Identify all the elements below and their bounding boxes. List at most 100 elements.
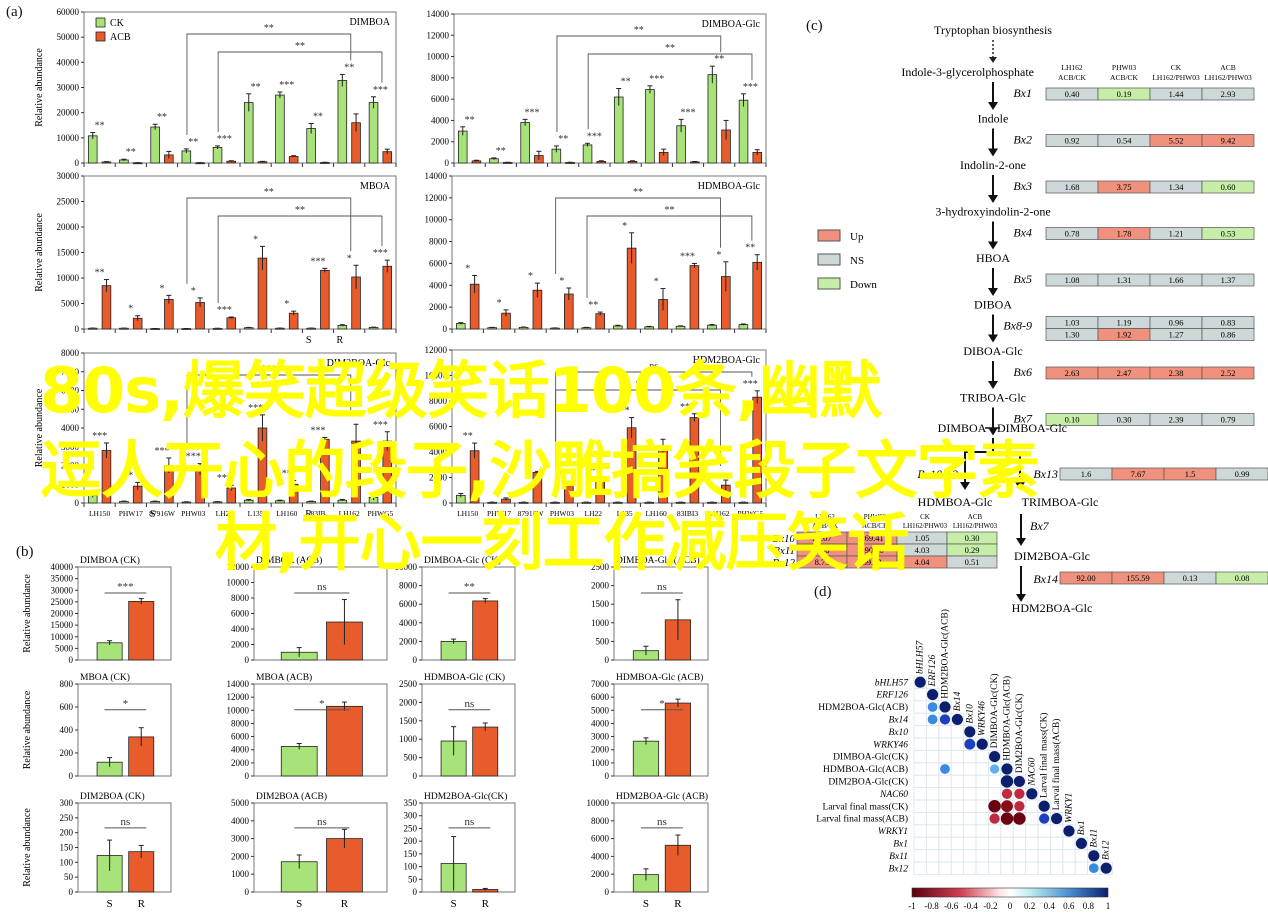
column-label: Bx1 xyxy=(1077,820,1087,835)
y-tick-label: 500 xyxy=(596,636,610,646)
expression-value: 155.59 xyxy=(1126,573,1149,583)
row-label: NAC60 xyxy=(879,790,908,800)
chart-title: HDM2BOA-Glc xyxy=(693,355,761,366)
y-tick-label: 6000 xyxy=(61,386,80,396)
y-tick-label: 15000 xyxy=(51,620,74,630)
diagonal-dot xyxy=(976,738,988,750)
chart-title: DIM2BOA (CK) xyxy=(80,791,145,802)
matrix-cell xyxy=(938,774,952,789)
plot-frame xyxy=(421,802,516,893)
y-tick-label: 350 xyxy=(404,798,418,808)
significance-label: *** xyxy=(117,581,134,593)
significance-label: *** xyxy=(525,107,540,118)
expression-cell xyxy=(1201,180,1255,194)
row-label: Bx1 xyxy=(893,840,908,850)
chart-title: DIMBOA (CK) xyxy=(80,555,140,566)
y-tick-label: 2000 xyxy=(61,461,80,471)
chart-b-dim2boa-acb: 0 1000 2000 3000 4000 5000 DIM2BOA (ACB) ns S R xyxy=(231,791,388,910)
expression-value: 9.42 xyxy=(1221,136,1236,146)
column-label: Larval final mass(CK) xyxy=(1039,713,1050,798)
y-tick-label: 14000 xyxy=(427,9,450,19)
comparison-bracket xyxy=(555,371,753,468)
expression-value: 0.51 xyxy=(965,557,980,567)
matrix-cell xyxy=(963,836,977,851)
row-label: DIM2BOA-Glc(CK) xyxy=(828,777,908,788)
plot-frame xyxy=(421,683,516,777)
diagonal-dot xyxy=(989,751,1001,763)
expression-value: 0.08 xyxy=(1235,573,1250,583)
legend-label-ck: CK xyxy=(110,18,125,29)
correlation-dot xyxy=(1000,775,1014,788)
significance-label: *** xyxy=(217,473,232,484)
chart-title: MBOA (CK) xyxy=(80,672,130,683)
bracket-label: ns xyxy=(649,361,658,372)
y-tick-label: 3000 xyxy=(61,442,80,452)
y-tick-label: 30000 xyxy=(57,83,80,93)
row-label: ERF126 xyxy=(875,691,908,701)
y-tick-label: 0 xyxy=(69,887,74,897)
y-tick-label: 0 xyxy=(445,158,450,168)
significance-label: *** xyxy=(680,402,695,413)
arrow-head xyxy=(988,288,998,296)
significance-label: *** xyxy=(248,403,263,414)
bracket-label: ** xyxy=(264,23,274,34)
bar-acb xyxy=(752,396,763,504)
y-tick-label: 1000 xyxy=(231,869,250,879)
compound-label: HDM2BOA-Glc xyxy=(1012,601,1093,615)
x-category-label: LH150 xyxy=(89,509,110,518)
expression-value: 0.30 xyxy=(965,533,980,543)
table-column-header: PHW03 xyxy=(1112,63,1136,72)
y-tick-label: 50 xyxy=(408,874,418,884)
legend-swatch-up xyxy=(817,229,841,242)
y-tick-label: 6000 xyxy=(399,599,418,609)
x-category-label: 87916W xyxy=(518,509,545,518)
matrix-cell xyxy=(938,737,952,751)
arrow-head xyxy=(1016,538,1026,546)
bar-acb xyxy=(564,483,574,504)
y-tick-label: 2000 xyxy=(591,869,610,879)
chart-title: DIMBOA xyxy=(349,17,390,28)
matrix-cell xyxy=(1012,861,1027,875)
y-tick-label: 8000 xyxy=(429,396,448,406)
gene-label: Bx7 xyxy=(1013,412,1033,426)
y-tick-label: 30000 xyxy=(51,585,74,595)
correlation-dot xyxy=(1014,801,1025,812)
y-tick-label: 2000 xyxy=(591,745,610,755)
expression-value: 1.19 xyxy=(1117,318,1132,328)
gene-label: Bx7 xyxy=(1030,519,1050,533)
bar-acb xyxy=(101,285,112,330)
matrix-cell xyxy=(1062,861,1076,875)
y-tick-label: 10000 xyxy=(425,371,448,381)
bar-ck xyxy=(520,122,530,164)
gene-label: Bx13 xyxy=(1033,467,1058,481)
x-category-label: PHWG5 xyxy=(737,509,763,518)
bar-acb xyxy=(469,450,480,504)
chart-title: MBOA (ACB) xyxy=(256,672,312,683)
x-category-label: S xyxy=(643,898,649,910)
x-category-label: LH22 xyxy=(216,509,234,518)
matrix-cell xyxy=(913,861,927,875)
expression-value: 0.79 xyxy=(1221,415,1236,425)
comparison-bracket xyxy=(555,197,721,275)
expression-cell xyxy=(1201,227,1255,240)
colorbar-tick-label: 1 xyxy=(1106,901,1111,911)
expression-value: 0.19 xyxy=(1117,89,1132,99)
bar-ck xyxy=(275,94,285,164)
legend-label-up: Up xyxy=(850,231,864,243)
table-column-header: ACB/CK xyxy=(1110,73,1139,82)
significance-label: *** xyxy=(373,85,388,96)
significance-label: ns xyxy=(317,816,327,828)
y-tick-label: 12000 xyxy=(425,193,448,203)
x-category-label: S xyxy=(296,898,302,910)
expression-value: 69.13 xyxy=(862,557,881,567)
comparison-bracket xyxy=(186,197,352,284)
correlation-dot xyxy=(988,799,1001,813)
y-tick-label: 4000 xyxy=(429,447,448,457)
colorbar-tick-label: -0.8 xyxy=(924,901,939,911)
x-category-label: PHWG5 xyxy=(367,509,393,518)
chart-title: HDMBOA-Glc (CK) xyxy=(424,672,505,683)
correlation-dot xyxy=(1013,812,1026,825)
chart-b-hdm2boa-glc-ck: 0 50 100 150 200 250 300 350 HDM2BOA-Glc(CK) ns S R xyxy=(404,791,516,910)
significance-label: *** xyxy=(217,305,232,316)
